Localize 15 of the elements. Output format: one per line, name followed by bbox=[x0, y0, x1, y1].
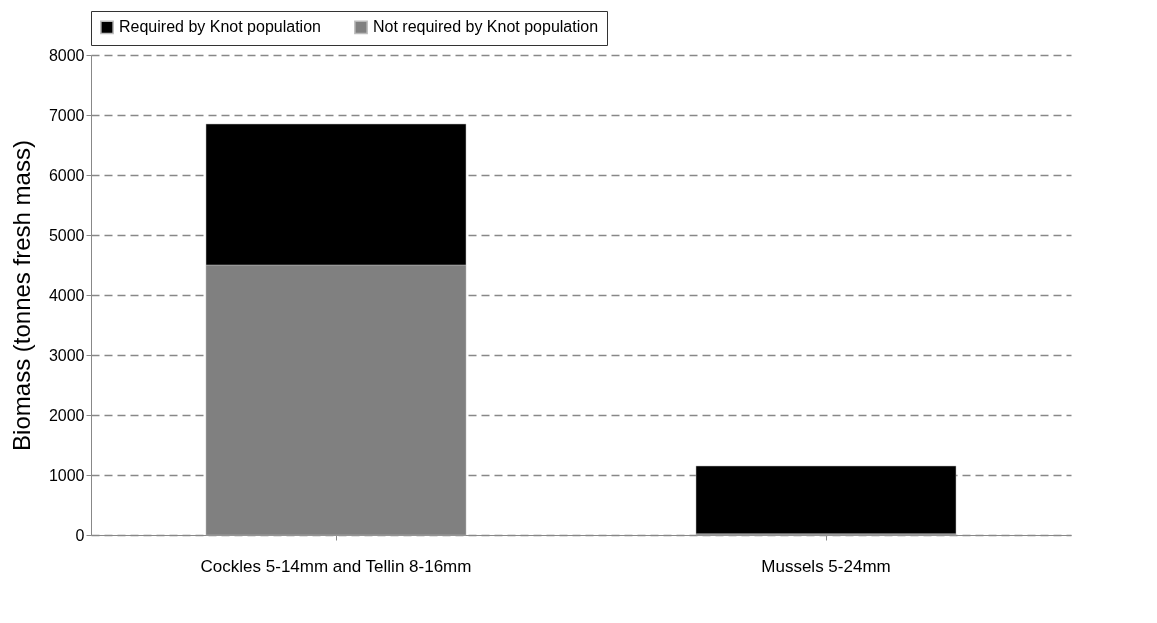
y-tick-label: 3000 bbox=[48, 346, 85, 364]
legend-label: Not required by Knot population bbox=[373, 18, 599, 36]
y-tick-label: 0 bbox=[75, 526, 85, 544]
y-axis-title: Biomass (tonnes fresh mass) bbox=[7, 140, 35, 451]
y-tick-label: 1000 bbox=[48, 466, 85, 484]
y-tick-label: 5000 bbox=[48, 226, 85, 244]
y-tick-label: 4000 bbox=[48, 286, 85, 304]
y-tick-label: 6000 bbox=[48, 166, 85, 184]
legend-label: Required by Knot population bbox=[119, 18, 321, 36]
x-tick-label: Mussels 5-24mm bbox=[761, 556, 891, 576]
bar bbox=[695, 465, 957, 535]
y-tick-label: 8000 bbox=[48, 46, 85, 64]
y-tick-label: 7000 bbox=[48, 106, 85, 124]
y-tick-label: 2000 bbox=[48, 406, 85, 424]
x-tick-label: Cockles 5-14mm and Tellin 8-16mm bbox=[200, 556, 472, 576]
